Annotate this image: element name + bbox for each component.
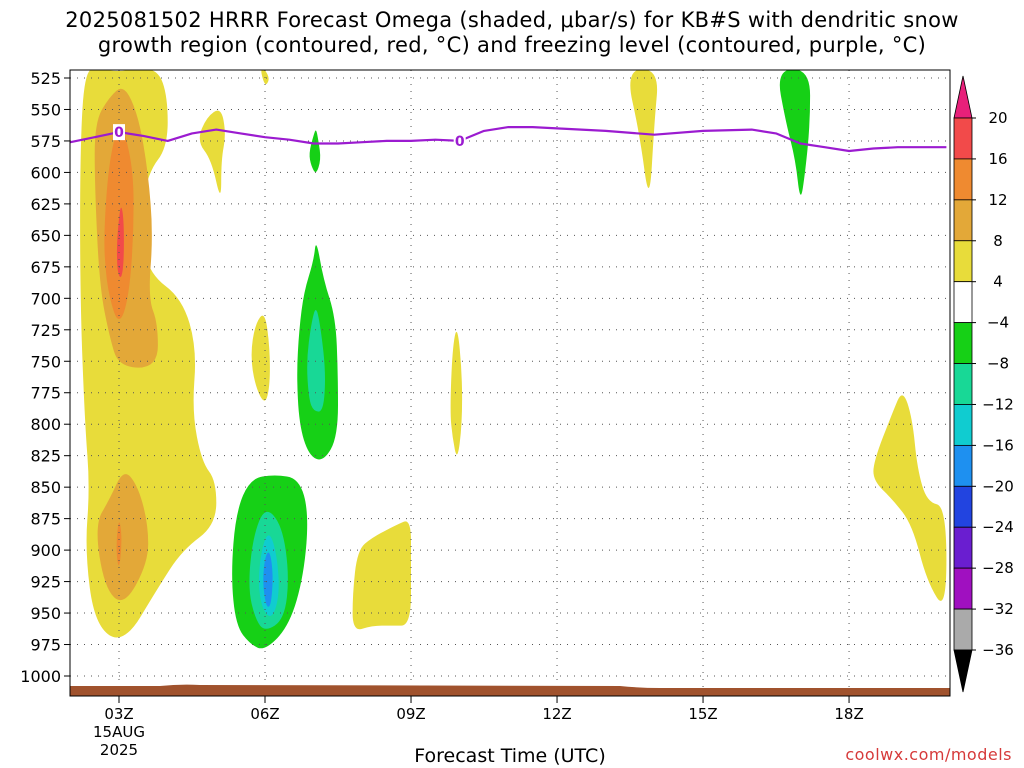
y-tick-label-925: 925 [30, 573, 61, 592]
colorbar-label-13: −36 [982, 641, 1014, 659]
colorbar-label-9: −20 [982, 477, 1014, 495]
colorbar-top-arrow [953, 75, 973, 119]
colorbar-bin-5 [953, 281, 973, 324]
omega-region-10 [352, 521, 411, 630]
y-tick-label-975: 975 [30, 636, 61, 655]
x-tick-label-09Z: 09Z [396, 705, 425, 723]
x-axis-label: Forecast Time (UTC) [414, 745, 606, 767]
colorbar-label-6: −8 [987, 355, 1009, 373]
y-tick-label-900: 900 [30, 541, 61, 560]
colorbar-label-12: −32 [982, 600, 1014, 618]
y-tick-label-800: 800 [30, 415, 61, 434]
y-tick-label-550: 550 [30, 100, 61, 119]
colorbar-bin-4 [953, 240, 973, 283]
colorbar-bin-10 [953, 485, 973, 528]
omega-region-9 [450, 331, 463, 455]
freezing-level-label-bg-0 [113, 124, 125, 141]
freezing-level-label-0: 0 [114, 125, 124, 141]
omega-region-8 [261, 70, 269, 85]
chart-title-line2: growth region (contoured, red, °C) and f… [97, 33, 927, 57]
terrain [70, 684, 950, 696]
plot-frame [69, 69, 951, 697]
grid [70, 70, 950, 696]
y-tick-label-750: 750 [30, 352, 61, 371]
y-tick-label-675: 675 [30, 258, 61, 277]
x-tick-label-03Z: 03Z [104, 705, 133, 723]
credit-link[interactable]: coolwx.com/models [845, 745, 1012, 764]
y-tick-label-575: 575 [30, 132, 61, 151]
x-tick-label-18Z: 18Z [834, 705, 863, 723]
colorbar-label-3: 8 [993, 232, 1003, 250]
omega-region-6 [199, 110, 225, 193]
colorbar-bin-3 [953, 199, 973, 242]
omega-region-12 [873, 395, 947, 601]
omega-region-18 [307, 310, 325, 412]
colorbar-label-0: 20 [988, 109, 1007, 127]
omega-region-7 [251, 315, 270, 401]
y-tick-label-875: 875 [30, 510, 61, 529]
y-tick-label-950: 950 [30, 604, 61, 623]
x-tick-label-06Z: 06Z [250, 705, 279, 723]
chart-title-line1: 2025081502 HRRR Forecast Omega (shaded, … [65, 8, 959, 32]
freezing-level-line [70, 126, 947, 153]
colorbar-bin-9 [953, 444, 973, 487]
x-tick-label-12Z: 12Z [542, 705, 571, 723]
colorbar: 20 16 12 8 4 −4 −8 −12 −16 −20 −24 −28 −32 −36 [953, 75, 1014, 693]
x-tick-sublabel-0: 15AUG [93, 723, 145, 741]
terrain-bar [70, 684, 950, 696]
omega-region-4 [97, 474, 149, 601]
y-tick-label-525: 525 [30, 69, 61, 88]
y-tick-label-825: 825 [30, 447, 61, 466]
y-tick-label-725: 725 [30, 321, 61, 340]
y-tick-label-600: 600 [30, 163, 61, 182]
omega-fill-layer [80, 70, 947, 649]
colorbar-label-10: −24 [982, 518, 1014, 536]
freezing-level-label-bg-1 [453, 132, 466, 149]
colorbar-label-7: −12 [982, 395, 1014, 413]
y-tick-label-850: 850 [30, 478, 61, 497]
colorbar-label-1: 16 [988, 150, 1007, 168]
y-axis: 525 550 575 600 625 650 675 700 725 750 775 800 825 8… [20, 69, 70, 686]
colorbar-bin-1 [953, 117, 973, 160]
x-tick-sublabel-1: 2025 [100, 741, 138, 759]
colorbar-bin-7 [953, 363, 973, 405]
colorbar-label-8: −16 [982, 436, 1014, 454]
colorbar-bin-12 [953, 567, 973, 610]
omega-region-16 [263, 552, 273, 607]
y-tick-label-775: 775 [30, 384, 61, 403]
freezing-level-label-1: 0 [455, 134, 465, 150]
colorbar-bin-8 [953, 404, 973, 446]
colorbar-bin-11 [953, 526, 973, 569]
colorbar-bin-13 [953, 608, 973, 651]
omega-region-20 [779, 70, 811, 195]
y-tick-label-625: 625 [30, 195, 61, 214]
colorbar-label-2: 12 [988, 191, 1007, 209]
omega-region-5 [116, 522, 122, 566]
colorbar-label-11: −28 [982, 559, 1014, 577]
freezing-level-contour: 00 [70, 124, 947, 153]
colorbar-label-4: 4 [993, 273, 1003, 291]
y-tick-label-650: 650 [30, 226, 61, 245]
colorbar-bin-6 [953, 322, 973, 364]
x-tick-label-15Z: 15Z [688, 705, 717, 723]
omega-region-19 [309, 130, 321, 173]
omega-region-11 [630, 70, 658, 188]
y-tick-label-700: 700 [30, 289, 61, 308]
colorbar-label-5: −4 [987, 314, 1009, 332]
y-tick-label-1000: 1000 [20, 667, 61, 686]
colorbar-bottom-arrow [953, 649, 973, 693]
colorbar-bin-2 [953, 158, 973, 201]
